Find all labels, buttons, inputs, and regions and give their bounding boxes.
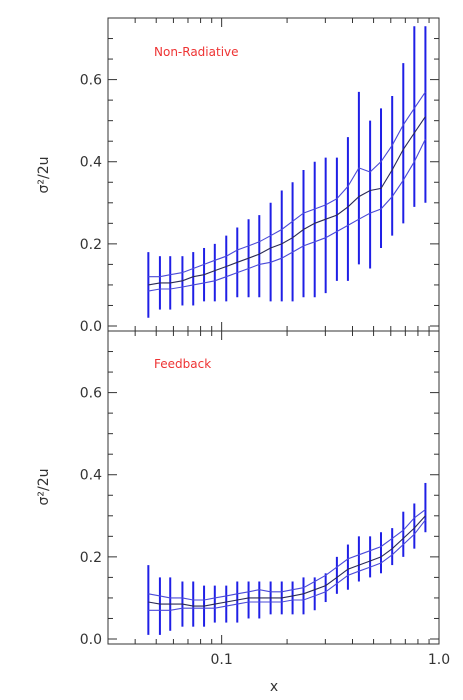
y-tick-label: 0.0 bbox=[80, 319, 102, 335]
y-tick-labels: 0.0 0.2 0.4 0.6 bbox=[80, 73, 102, 335]
y-tick-label: 0.6 bbox=[80, 386, 102, 402]
error-bars bbox=[147, 26, 427, 318]
y-tick-label: 0.2 bbox=[80, 550, 102, 566]
y-tick-label: 0.6 bbox=[80, 73, 102, 89]
x-tick-label: 1.0 bbox=[428, 652, 450, 668]
upper-line bbox=[148, 91, 426, 278]
plot-frame bbox=[107, 330, 440, 645]
axis-ticks bbox=[107, 18, 440, 331]
lower-line bbox=[148, 519, 426, 611]
x-tick-labels: 0.1 1.0 bbox=[211, 652, 451, 668]
axis-ticks bbox=[107, 331, 440, 644]
panel-title: Feedback bbox=[154, 357, 211, 371]
lower-line bbox=[148, 138, 426, 292]
y-axis-label: σ²/2u bbox=[36, 469, 52, 506]
upper-line bbox=[148, 509, 426, 601]
y-axis-label: σ²/2u bbox=[36, 157, 52, 194]
error-bars bbox=[147, 482, 427, 635]
y-tick-label: 0.0 bbox=[80, 632, 102, 648]
median-line bbox=[148, 116, 426, 286]
x-tick-label: 0.1 bbox=[211, 652, 233, 668]
panel-title: Non-Radiative bbox=[154, 45, 239, 59]
y-tick-labels: 0.0 0.2 0.4 0.6 bbox=[80, 386, 102, 648]
series-lines bbox=[148, 509, 426, 611]
y-tick-label: 0.2 bbox=[80, 237, 102, 253]
series-lines bbox=[148, 91, 426, 292]
panel-non-radiative: Non-Radiative σ²/2u 0.0 0.2 0.4 0.6 bbox=[36, 17, 440, 335]
x-axis-label: x bbox=[270, 679, 278, 695]
median-line bbox=[148, 515, 426, 607]
y-tick-label: 0.4 bbox=[80, 468, 102, 484]
panel-feedback: Feedback σ²/2u 0.0 0.2 0.4 0.6 0.1 1.0 bbox=[36, 330, 451, 668]
y-tick-label: 0.4 bbox=[80, 155, 102, 171]
